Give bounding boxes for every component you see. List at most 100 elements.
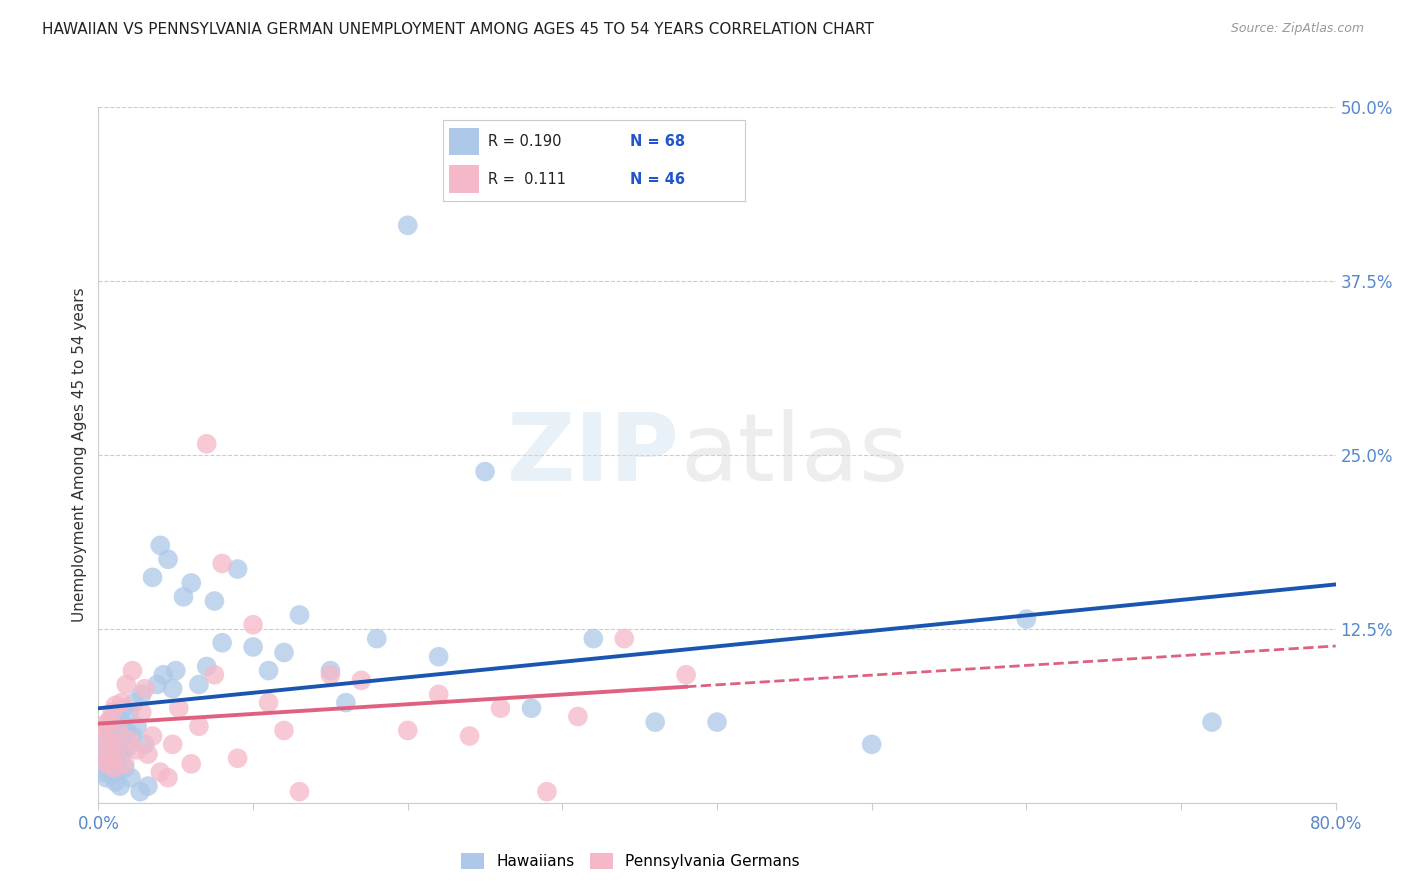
Point [118,706,141,720]
Point [115,723,138,738]
Point [131,687,153,701]
Point [489,701,512,715]
Point [103,751,125,765]
Point [97,719,120,733]
Point [91,747,114,761]
Point [242,617,264,632]
Point [204,594,226,608]
Bar [449,128,479,155]
Point [96,771,118,785]
Point [98,737,121,751]
Point [644,715,666,730]
Point [118,733,141,747]
Point [860,737,883,751]
Point [97,754,120,768]
Point [90,719,112,733]
Point [100,751,122,765]
Point [146,677,169,691]
Point [157,552,180,566]
Point [100,712,122,726]
Point [567,709,589,723]
Text: Source: ZipAtlas.com: Source: ZipAtlas.com [1230,22,1364,36]
Point [114,756,136,771]
Y-axis label: Unemployment Among Ages 45 to 54 years: Unemployment Among Ages 45 to 54 years [72,287,87,623]
Point [226,751,249,765]
Point [90,756,112,771]
Point [104,698,127,713]
Point [122,696,145,710]
Point [115,677,138,691]
Legend: Hawaiians, Pennsylvania Germans: Hawaiians, Pennsylvania Germans [456,847,806,875]
Point [111,696,134,710]
Point [142,729,165,743]
Point [103,761,125,775]
Point [98,737,121,751]
Point [114,761,136,775]
Point [257,696,280,710]
Point [91,765,114,780]
Point [117,740,139,755]
Point [111,715,134,730]
Point [319,664,342,678]
Point [93,729,115,743]
Point [204,667,226,681]
Point [136,779,159,793]
Point [107,743,129,757]
Point [1201,715,1223,730]
Point [149,765,172,780]
Point [105,756,128,771]
Point [112,701,135,715]
Point [136,747,159,761]
Text: ZIP: ZIP [508,409,681,501]
Point [319,667,342,681]
Text: N = 68: N = 68 [630,134,686,149]
Point [211,557,233,571]
Point [335,696,357,710]
Point [162,681,184,696]
Point [157,771,180,785]
Point [105,743,128,757]
Point [180,756,202,771]
Text: atlas: atlas [681,409,908,501]
Point [520,701,543,715]
Point [129,785,152,799]
Point [167,701,190,715]
Point [273,646,295,660]
Point [257,664,280,678]
Point [675,667,697,681]
Point [134,737,156,751]
Point [350,673,373,688]
Point [131,706,153,720]
Point [582,632,605,646]
Point [97,715,120,730]
Point [93,747,115,761]
Point [121,664,143,678]
Point [107,723,129,738]
Point [706,715,728,730]
Point [134,681,156,696]
Point [107,733,129,747]
Text: N = 46: N = 46 [630,171,685,186]
Point [188,719,211,733]
Point [142,570,165,584]
Point [96,733,118,747]
Point [108,779,131,793]
Point [152,667,174,681]
Point [104,775,127,789]
Point [242,640,264,654]
Point [96,756,118,771]
Point [396,219,419,233]
Point [105,719,128,733]
Point [195,437,218,451]
Point [103,729,125,743]
Text: R = 0.190: R = 0.190 [488,134,562,149]
Point [1015,612,1038,626]
Point [195,659,218,673]
Point [149,538,172,552]
Point [173,590,195,604]
Point [396,723,419,738]
Point [180,576,202,591]
Point [188,677,211,691]
Point [226,562,249,576]
Text: R =  0.111: R = 0.111 [488,171,567,186]
